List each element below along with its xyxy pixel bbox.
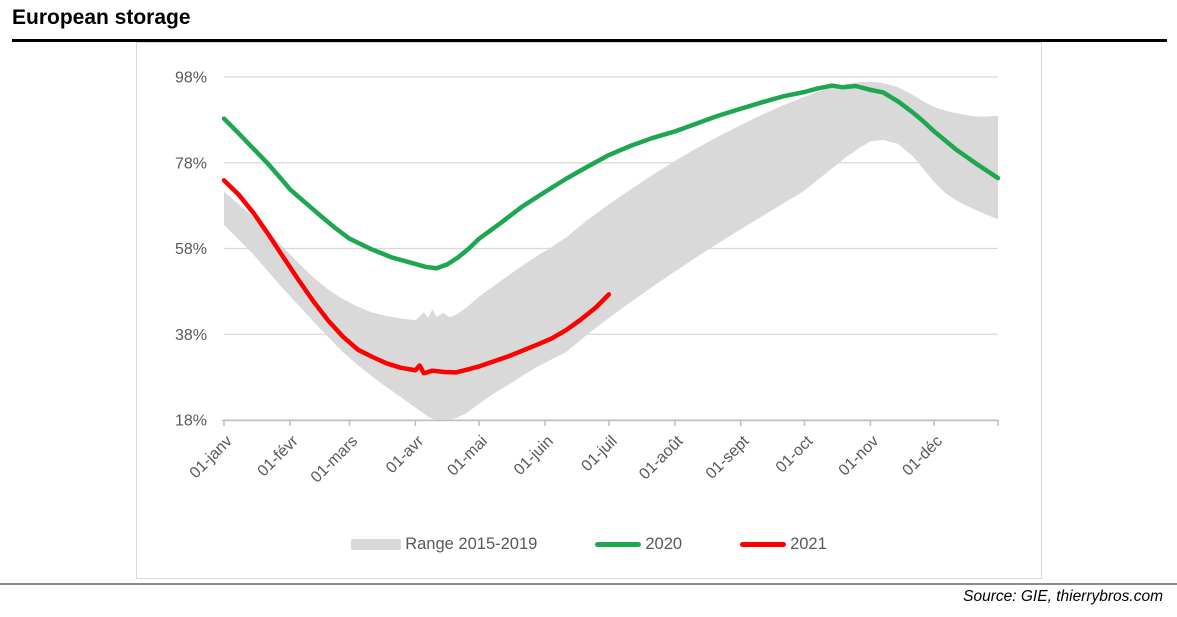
x-tick-label: 01-avr — [383, 432, 428, 477]
y-tick-label: 18% — [175, 413, 207, 430]
source-text: Source: GIE, thierrybros.com — [963, 588, 1163, 605]
y-tick-label: 78% — [175, 155, 207, 172]
x-tick-label: 01-juin — [511, 433, 557, 479]
legend-label-range: Range 2015-2019 — [405, 534, 538, 553]
line-2020 — [221, 83, 1001, 271]
legend-item-range: Range 2015-2019 — [351, 535, 537, 554]
x-tick-label: 01-mars — [308, 433, 362, 487]
x-tick-label: 01-oct — [773, 432, 817, 476]
x-tick-label: 01-mai — [444, 433, 491, 480]
title-rule — [12, 39, 1167, 42]
legend-item-2020: 2020 — [595, 535, 682, 554]
x-tick-label: 01-févr — [255, 432, 303, 480]
chart-legend: Range 2015-2019 2020 2021 — [136, 531, 1042, 557]
x-tick-label: 01-janv — [187, 433, 236, 482]
x-tick-label: 01-juil — [578, 433, 620, 475]
x-tick-label: 01-nov — [836, 433, 883, 480]
legend-label-2020: 2020 — [645, 534, 683, 553]
y-tick-label: 98% — [175, 70, 207, 87]
line-swatch-2021-icon — [740, 541, 787, 547]
range-band-area — [224, 81, 998, 420]
y-tick-label: 58% — [175, 241, 207, 258]
page-title: European storage — [12, 6, 191, 29]
line-swatch-2020-icon — [595, 541, 642, 547]
x-tick-label: 01-sept — [703, 432, 753, 482]
y-tick-label: 38% — [175, 327, 207, 344]
x-tick-label: 01-déc — [899, 433, 946, 480]
bottom-rule — [0, 583, 1177, 585]
range-swatch-icon — [351, 538, 402, 550]
x-tick-label: 01-août — [636, 432, 687, 483]
legend-label-2021: 2021 — [790, 534, 827, 553]
line-2021 — [221, 178, 612, 376]
legend-item-2021: 2021 — [740, 535, 827, 554]
